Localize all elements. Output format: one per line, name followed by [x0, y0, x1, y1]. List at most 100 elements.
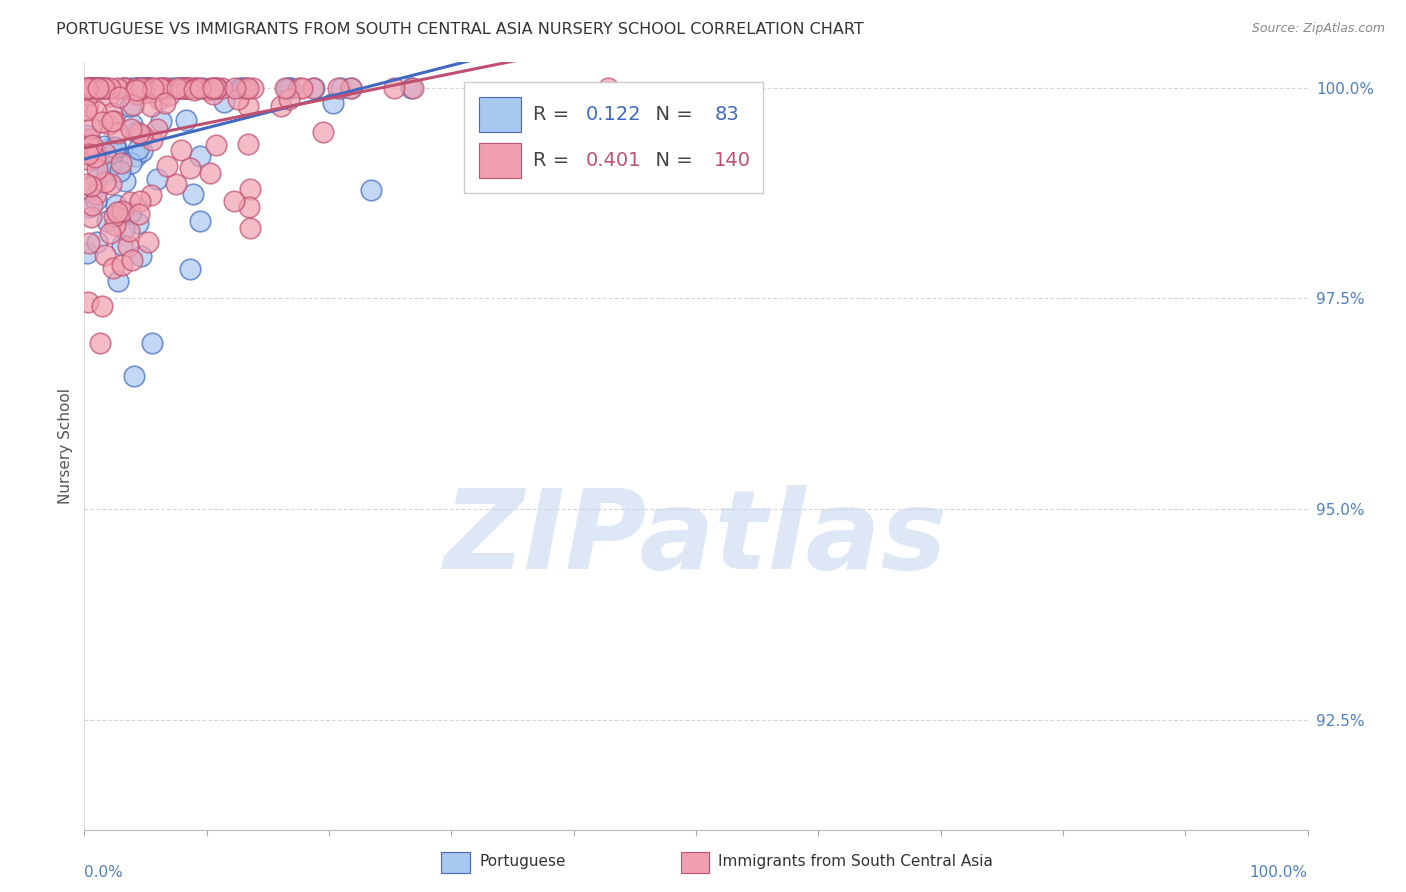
Point: [100, 177, 122, 191]
Point: [79, 80, 101, 95]
Point: [122, 97, 145, 112]
Point: [382, 80, 405, 95]
Point: [86, 193, 108, 207]
Point: [170, 80, 193, 95]
FancyBboxPatch shape: [479, 97, 522, 132]
Point: [278, 80, 301, 95]
Point: [183, 80, 205, 95]
Point: [103, 157, 125, 171]
Point: [159, 80, 181, 95]
Point: [165, 80, 187, 95]
Point: [146, 80, 169, 95]
Point: [166, 80, 188, 95]
Point: [131, 249, 153, 263]
Text: PORTUGUESE VS IMMIGRANTS FROM SOUTH CENTRAL ASIA NURSERY SCHOOL CORRELATION CHAR: PORTUGUESE VS IMMIGRANTS FROM SOUTH CENT…: [56, 22, 865, 37]
Point: [105, 205, 128, 219]
Point: [84, 103, 107, 118]
Point: [136, 80, 159, 95]
Point: [128, 80, 150, 95]
Point: [236, 80, 259, 95]
Point: [77, 295, 100, 310]
Point: [193, 80, 215, 95]
Point: [152, 80, 174, 95]
Point: [128, 206, 150, 220]
Point: [75, 103, 97, 117]
Point: [188, 80, 211, 95]
Point: [100, 106, 122, 120]
Point: [93, 248, 115, 262]
Point: [242, 80, 264, 95]
Point: [118, 194, 141, 209]
Point: [91, 115, 114, 129]
Point: [110, 164, 132, 178]
Point: [141, 133, 163, 147]
Point: [125, 82, 148, 96]
Point: [339, 80, 361, 95]
Point: [107, 126, 129, 140]
Point: [118, 80, 141, 95]
FancyBboxPatch shape: [479, 143, 522, 178]
Point: [86, 80, 108, 95]
Point: [224, 80, 246, 95]
Point: [134, 80, 156, 95]
Point: [136, 235, 159, 249]
Text: R =: R =: [533, 151, 576, 170]
Point: [107, 275, 129, 289]
Point: [179, 262, 201, 277]
Point: [211, 80, 233, 95]
Point: [93, 80, 115, 95]
Point: [188, 148, 211, 162]
Point: [222, 194, 245, 208]
Point: [150, 113, 173, 128]
Point: [399, 80, 422, 95]
Point: [198, 83, 221, 97]
Point: [184, 80, 207, 95]
Point: [181, 186, 204, 201]
Point: [83, 81, 105, 95]
Point: [84, 150, 107, 164]
Point: [80, 80, 103, 95]
Point: [176, 80, 198, 95]
Point: [90, 80, 112, 95]
Point: [176, 80, 198, 95]
Point: [77, 200, 100, 214]
Point: [77, 132, 100, 146]
Point: [100, 140, 122, 154]
Point: [118, 223, 141, 237]
Point: [278, 80, 301, 95]
Point: [82, 137, 104, 152]
Point: [86, 80, 108, 95]
Point: [77, 139, 100, 153]
Point: [139, 80, 162, 95]
Point: [82, 80, 104, 95]
Point: [120, 121, 142, 136]
Point: [112, 80, 135, 95]
Point: [149, 80, 172, 95]
Point: [402, 80, 425, 95]
Text: 0.122: 0.122: [586, 105, 641, 124]
Point: [80, 80, 103, 95]
Text: N =: N =: [644, 151, 699, 170]
Point: [231, 80, 253, 95]
Point: [94, 175, 117, 189]
Point: [205, 80, 228, 95]
Point: [122, 368, 145, 383]
Point: [80, 80, 103, 95]
Point: [86, 235, 108, 249]
Point: [112, 80, 135, 95]
Point: [276, 80, 298, 95]
Point: [270, 99, 292, 113]
Point: [127, 216, 149, 230]
Point: [104, 139, 127, 153]
Point: [94, 145, 117, 160]
Point: [80, 198, 103, 212]
Point: [129, 80, 152, 95]
Point: [104, 141, 127, 155]
Point: [139, 80, 162, 95]
Point: [238, 200, 260, 214]
Point: [146, 172, 169, 186]
Text: 0.401: 0.401: [586, 151, 641, 170]
Point: [80, 211, 103, 225]
Point: [90, 299, 112, 313]
Point: [360, 183, 382, 197]
